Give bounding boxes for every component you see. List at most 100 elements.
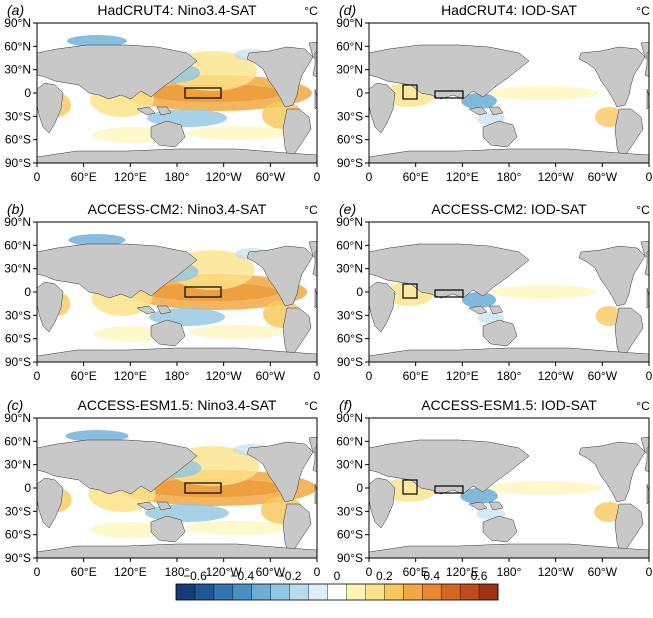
lon-tick-label: 180° [497, 170, 522, 184]
lon-tick-label: 60°W [256, 565, 286, 579]
lat-tick-label: 30°N [4, 63, 31, 77]
lat-tick-label: 0 [24, 86, 31, 100]
unit-label: °C [304, 203, 318, 217]
panel-letter: (c) [7, 397, 23, 413]
lat-tick-label: 90°N [336, 411, 363, 425]
lat-tick-label: 30°S [5, 504, 31, 518]
lat-tick-label: 60°S [337, 332, 363, 346]
map-area [37, 23, 317, 163]
lon-tick-label: 0 [34, 170, 41, 184]
lon-tick-label: 0 [34, 369, 41, 383]
lat-tick-label: 30°N [336, 63, 363, 77]
map-panel: (e) ACCESS-CM2: IOD-SAT °C 90°N 60°N 30°N 0 30°… [336, 201, 652, 383]
iod-east-box [434, 289, 464, 298]
anomaly-field [595, 107, 623, 127]
lon-tick-label: 0 [314, 369, 321, 383]
lat-tick-label: 90°S [337, 355, 363, 369]
lon-tick-label: 60°W [588, 170, 618, 184]
anomaly-field [122, 75, 312, 111]
anomaly-field [67, 35, 127, 47]
lon-tick-label: 120°W [206, 369, 243, 383]
lat-tick-label: 30°S [337, 109, 363, 123]
iod-west-box [402, 283, 418, 299]
lat-tick-label: 90°S [337, 551, 363, 565]
lat-tick-label: 90°N [4, 411, 31, 425]
lon-tick-label: 180° [165, 565, 190, 579]
colorbar-swatch [176, 584, 196, 600]
lat-tick-label: 0 [24, 481, 31, 495]
lon-tick-label: 0 [314, 565, 321, 579]
map-area [37, 418, 317, 558]
unit-label: °C [636, 203, 650, 217]
panel-letter: (a) [7, 2, 24, 18]
anomaly-field [460, 488, 498, 504]
nino34-box [184, 286, 222, 298]
lat-tick-label: 90°S [337, 156, 363, 170]
colorbar-label: −0.4 [230, 569, 254, 583]
lon-tick-label: 60°E [403, 170, 429, 184]
lat-tick-label: 60°S [337, 133, 363, 147]
colorbar-swatch [346, 584, 366, 600]
lat-tick-label: 60°S [337, 528, 363, 542]
colorbar-swatch [270, 584, 290, 600]
lon-tick-label: 180° [497, 565, 522, 579]
anomaly-field [184, 521, 290, 535]
lat-tick-label: 0 [356, 86, 363, 100]
colorbar-swatch [327, 584, 347, 600]
nino34-box [184, 482, 222, 494]
lon-tick-label: 60°W [256, 369, 286, 383]
nino34-box [184, 87, 222, 99]
lat-tick-label: 30°S [337, 504, 363, 518]
lon-tick-label: 120°W [206, 565, 243, 579]
lat-tick-label: 0 [24, 285, 31, 299]
lat-tick-label: 60°N [336, 238, 363, 252]
lat-tick-label: 90°S [5, 551, 31, 565]
panel-title: ACCESS-ESM1.5: Nino3.4-SAT [78, 397, 277, 413]
lon-tick-label: 120°E [114, 170, 147, 184]
lon-tick-label: 0 [314, 170, 321, 184]
iod-east-box [434, 485, 464, 494]
lat-tick-label: 60°N [336, 434, 363, 448]
lat-tick-label: 30°N [4, 262, 31, 276]
colorbar-label: 0.6 [471, 569, 488, 583]
colorbar-swatch [289, 584, 309, 600]
anomaly-field [189, 325, 285, 339]
lat-tick-label: 90°S [5, 355, 31, 369]
colorbar-label: 0 [334, 569, 341, 583]
lon-tick-label: 0 [646, 565, 653, 579]
map-area [369, 23, 649, 163]
map-panel: (b) ACCESS-CM2: Nino3.4-SAT °C 90°N 60°N 30°N… [4, 201, 321, 383]
map-panel: (c) ACCESS-ESM1.5: Nino3.4-SAT °C 90°N 60°N 3… [4, 397, 321, 579]
lat-tick-label: 60°S [5, 133, 31, 147]
colorbar-swatch [460, 584, 480, 600]
colorbar-swatch [365, 584, 385, 600]
colorbar: −0.6 −0.4 −0.2 0 0.2 0.4 0.6 [175, 569, 499, 601]
anomaly-field [486, 481, 602, 495]
lat-tick-label: 60°N [4, 238, 31, 252]
lat-tick-label: 30°N [336, 262, 363, 276]
lat-tick-label: 60°N [4, 39, 31, 53]
unit-label: °C [636, 4, 650, 18]
anomaly-field [65, 430, 129, 442]
iod-west-box [402, 479, 418, 495]
colorbar-swatch [213, 584, 234, 600]
lat-tick-label: 0 [356, 285, 363, 299]
unit-label: °C [304, 4, 318, 18]
lon-tick-label: 120°E [114, 565, 147, 579]
lat-tick-label: 60°N [4, 434, 31, 448]
lat-tick-label: 30°S [5, 308, 31, 322]
panel-title: ACCESS-CM2: Nino3.4-SAT [88, 201, 267, 217]
colorbar-swatch [441, 584, 461, 600]
iod-west-box [402, 84, 418, 100]
panel-title: HadCRUT4: Nino3.4-SAT [97, 2, 257, 18]
panel-letter: (f) [339, 397, 352, 413]
anomaly-field [595, 306, 623, 326]
lon-tick-label: 120°W [206, 170, 243, 184]
map-area [37, 222, 317, 362]
lat-tick-label: 30°N [336, 458, 363, 472]
lon-tick-label: 180° [497, 369, 522, 383]
colorbar-swatch [403, 584, 423, 600]
lon-tick-label: 120°E [446, 170, 479, 184]
lon-tick-label: 120°W [538, 565, 575, 579]
map-panel: (a) HadCRUT4: Nino3.4-SAT °C 90°N 60°N 30°N 0 3… [4, 2, 321, 184]
